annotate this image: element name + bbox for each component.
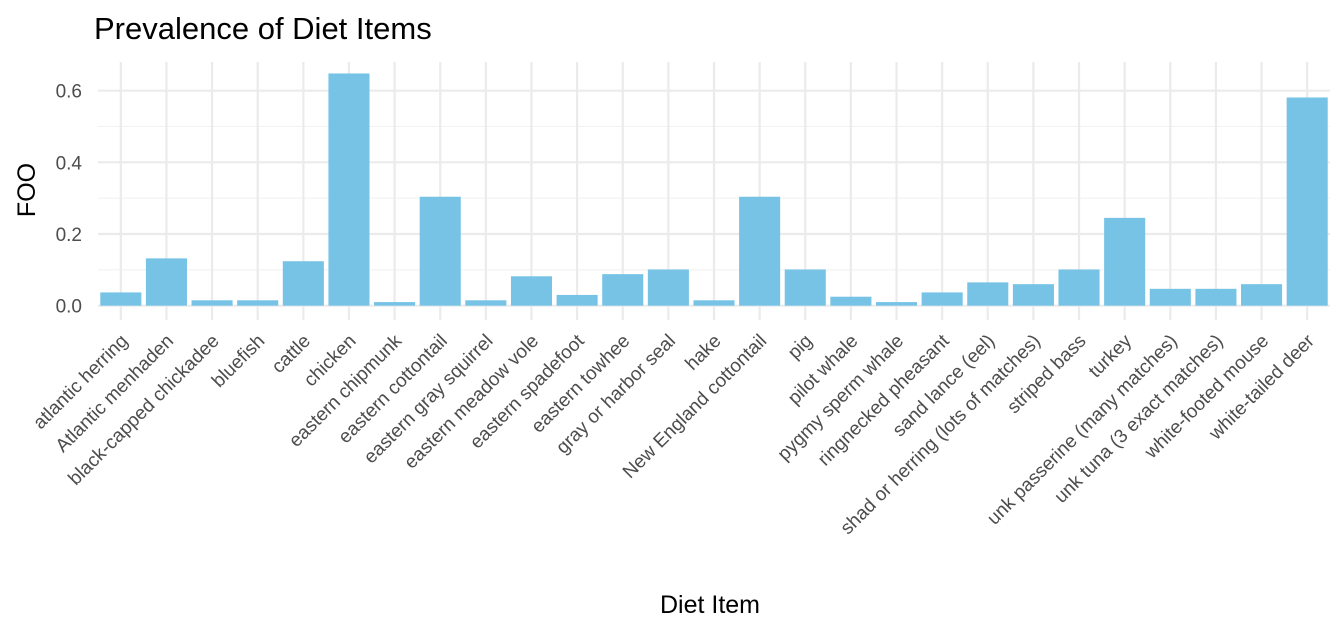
bar	[237, 300, 279, 306]
bar	[1286, 97, 1328, 306]
bar	[830, 296, 872, 306]
bar	[739, 196, 781, 306]
bar	[465, 300, 507, 306]
bar	[647, 269, 689, 306]
bar	[784, 269, 826, 306]
bar	[1104, 217, 1146, 306]
y-tick-label: 0.6	[56, 82, 82, 103]
bar	[693, 300, 735, 306]
bar	[510, 276, 553, 306]
bar	[556, 294, 598, 306]
x-tick-label: pig	[784, 331, 817, 364]
bar	[328, 73, 370, 306]
bar	[1149, 288, 1191, 306]
bar	[1195, 288, 1237, 306]
bar	[419, 196, 461, 306]
bar	[1058, 269, 1100, 306]
bar	[921, 292, 963, 306]
y-tick-label: 0.2	[56, 225, 82, 246]
y-axis-title: FOO	[13, 163, 41, 217]
bar	[100, 292, 142, 306]
y-tick-label: 0.0	[56, 297, 82, 318]
bar	[602, 274, 644, 306]
y-tick-label: 0.4	[56, 153, 83, 174]
bar	[374, 302, 416, 306]
bar	[1012, 284, 1054, 306]
bar	[1241, 284, 1283, 306]
bar	[875, 302, 918, 306]
y-axis-ticks: 0.0 0.2 0.4 0.6	[56, 82, 83, 318]
bar	[145, 258, 187, 306]
bars	[100, 73, 1328, 306]
chart-title: Prevalence of Diet Items	[94, 11, 432, 46]
bar	[191, 300, 233, 306]
bar	[967, 282, 1009, 306]
x-axis-title: Diet Item	[660, 591, 760, 619]
bar	[282, 261, 324, 306]
